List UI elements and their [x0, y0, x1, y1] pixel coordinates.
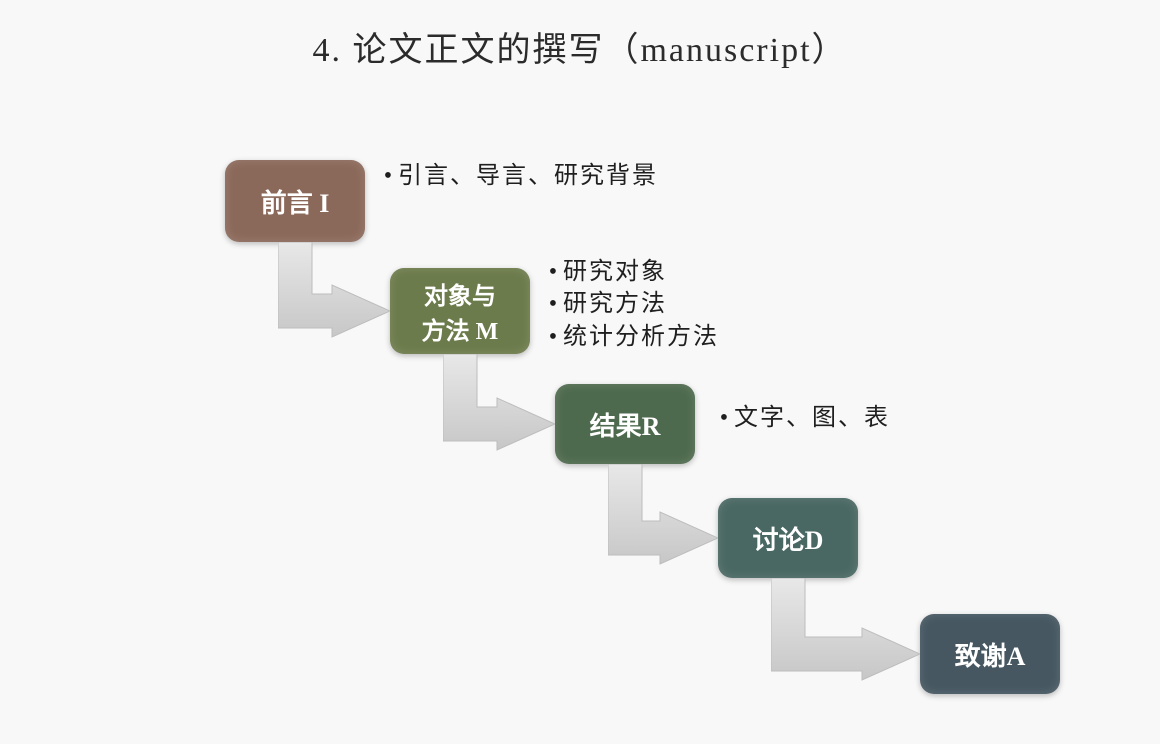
- page-title: 4. 论文正文的撰写（manuscript）: [0, 22, 1160, 71]
- arrow-discussion-to-ack: [771, 578, 920, 684]
- bullets-methods-item-0: 研究对象: [563, 256, 667, 288]
- node-discussion: 讨论D: [718, 498, 858, 578]
- bullet-dot-icon: •: [545, 288, 563, 320]
- node-intro-label: 前言 I: [261, 183, 330, 220]
- node-intro: 前言 I: [225, 160, 365, 242]
- bullet-dot-icon: •: [716, 402, 734, 434]
- bullet-dot-icon: •: [545, 321, 563, 353]
- bullets-intro-item-0: 引言、导言、研究背景: [398, 160, 658, 192]
- arrow-methods-to-results: [443, 354, 555, 454]
- bullets-results-item-0: 文字、图、表: [734, 402, 890, 434]
- node-ack-label: 致谢A: [955, 636, 1026, 673]
- node-results-label: 结果R: [590, 406, 661, 443]
- arrow-intro-to-methods: [278, 242, 390, 341]
- bullets-methods-item-2: 统计分析方法: [563, 321, 719, 353]
- bullet-dot-icon: •: [380, 160, 398, 192]
- bullets-intro: •引言、导言、研究背景: [380, 160, 680, 192]
- node-methods-label: 对象与方法 M: [422, 276, 499, 346]
- bullets-methods: •研究对象 •研究方法 •统计分析方法: [545, 256, 865, 353]
- bullet-dot-icon: •: [545, 256, 563, 288]
- arrow-results-to-discussion: [608, 464, 718, 568]
- node-results: 结果R: [555, 384, 695, 464]
- node-ack: 致谢A: [920, 614, 1060, 694]
- bullets-methods-item-1: 研究方法: [563, 288, 667, 320]
- bullets-results: •文字、图、表: [716, 402, 1016, 434]
- node-methods: 对象与方法 M: [390, 268, 530, 354]
- diagram-stage: 4. 论文正文的撰写（manuscript） 前言 I 对象与方法 M 结果R …: [0, 0, 1160, 744]
- node-discussion-label: 讨论D: [753, 520, 824, 557]
